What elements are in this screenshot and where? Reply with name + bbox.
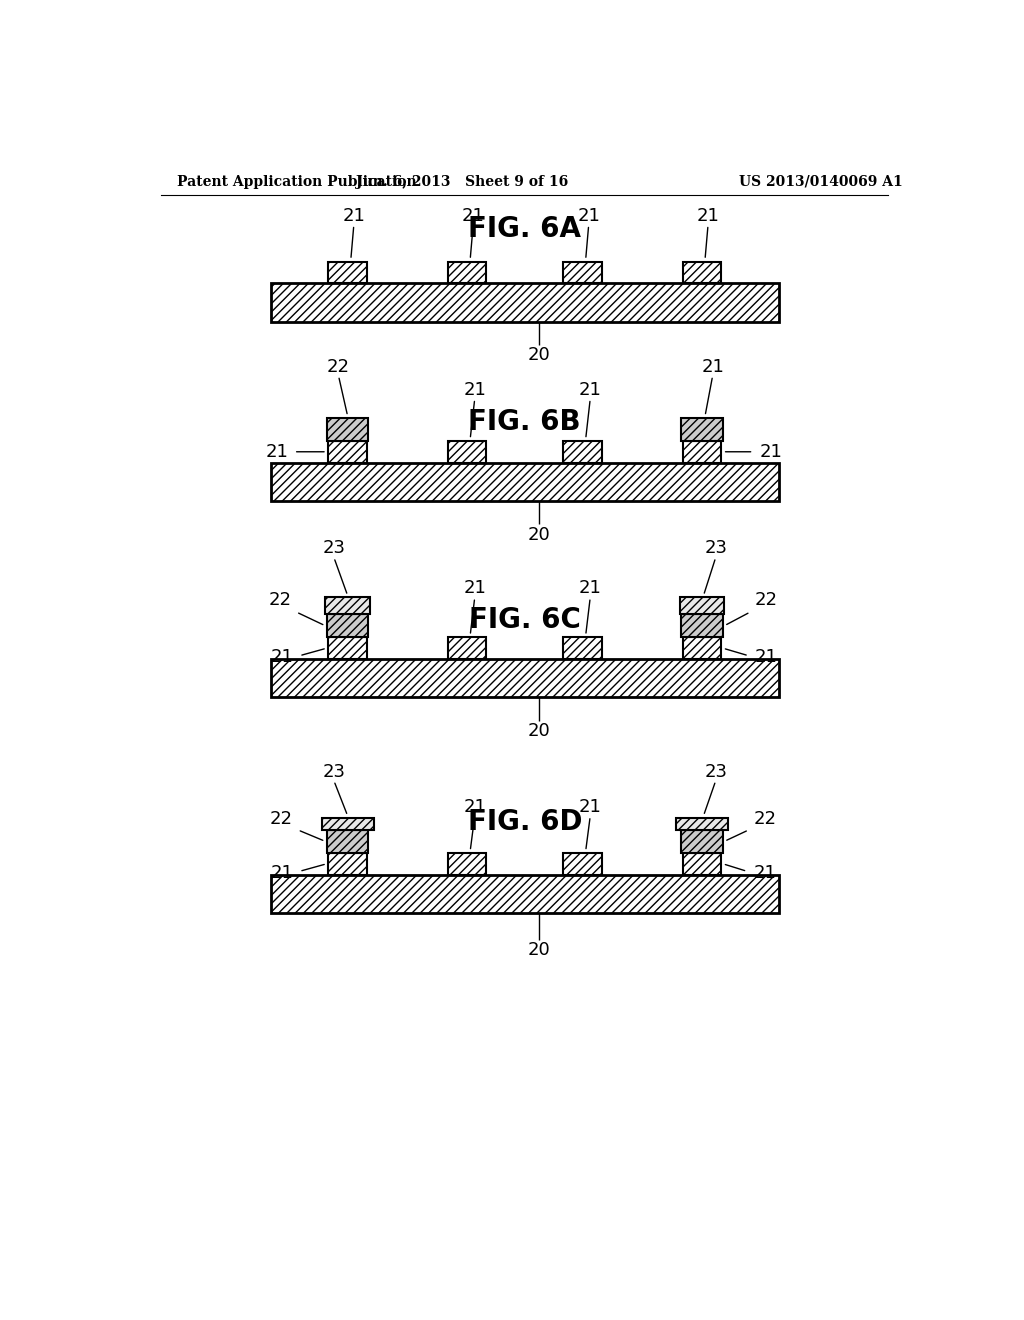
Text: FIG. 6C: FIG. 6C (469, 606, 581, 635)
Bar (563, 261, 602, 284)
Text: 22: 22 (327, 358, 350, 376)
Bar (681, 614, 723, 638)
Bar (683, 638, 721, 659)
Text: 20: 20 (527, 722, 550, 741)
Text: 21: 21 (579, 799, 602, 816)
Bar (563, 853, 602, 875)
Text: FIG. 6A: FIG. 6A (468, 215, 582, 243)
Bar (683, 853, 721, 875)
Text: 23: 23 (705, 763, 727, 780)
Text: 21: 21 (270, 648, 293, 667)
Text: 23: 23 (323, 763, 345, 780)
Text: 23: 23 (705, 540, 727, 557)
Bar (326, 597, 370, 614)
Bar (329, 441, 367, 462)
Text: 21: 21 (701, 358, 724, 376)
Text: 21: 21 (578, 207, 600, 224)
Bar (327, 830, 369, 853)
Bar (676, 817, 728, 830)
Text: 21: 21 (462, 207, 484, 224)
Text: 21: 21 (579, 380, 602, 399)
Text: 21: 21 (270, 865, 293, 882)
Text: 21: 21 (265, 442, 289, 461)
Bar (322, 817, 374, 830)
Bar (329, 261, 367, 284)
Text: 21: 21 (342, 207, 366, 224)
Text: 23: 23 (323, 540, 345, 557)
Text: 21: 21 (754, 865, 776, 882)
Text: 21: 21 (696, 207, 720, 224)
Bar (447, 638, 486, 659)
Bar (327, 418, 369, 441)
Bar (563, 441, 602, 462)
Bar (563, 638, 602, 659)
Text: 21: 21 (755, 648, 778, 667)
Text: 22: 22 (755, 591, 778, 609)
Bar (681, 830, 723, 853)
Bar (270, 284, 779, 322)
Text: 21: 21 (463, 799, 486, 816)
Text: 21: 21 (579, 579, 602, 598)
Bar (329, 638, 367, 659)
Text: 21: 21 (760, 442, 782, 461)
Text: 21: 21 (463, 380, 486, 399)
Bar (683, 441, 721, 462)
Text: 20: 20 (527, 941, 550, 960)
Text: 22: 22 (268, 591, 292, 609)
Text: Patent Application Publication: Patent Application Publication (177, 174, 417, 189)
Text: FIG. 6D: FIG. 6D (468, 808, 582, 836)
Bar (270, 462, 779, 502)
Bar (447, 261, 486, 284)
Text: US 2013/0140069 A1: US 2013/0140069 A1 (739, 174, 902, 189)
Bar (327, 614, 369, 638)
Bar (683, 261, 721, 284)
Text: 21: 21 (463, 579, 486, 598)
Bar (681, 418, 723, 441)
Text: 22: 22 (754, 809, 776, 828)
Bar (270, 875, 779, 913)
Bar (270, 659, 779, 697)
Bar (447, 853, 486, 875)
Bar (447, 441, 486, 462)
Text: 22: 22 (270, 809, 293, 828)
Text: 20: 20 (527, 346, 550, 364)
Bar (329, 853, 367, 875)
Text: Jun. 6, 2013   Sheet 9 of 16: Jun. 6, 2013 Sheet 9 of 16 (355, 174, 567, 189)
Text: 20: 20 (527, 525, 550, 544)
Text: FIG. 6B: FIG. 6B (469, 408, 581, 436)
Bar (680, 597, 724, 614)
